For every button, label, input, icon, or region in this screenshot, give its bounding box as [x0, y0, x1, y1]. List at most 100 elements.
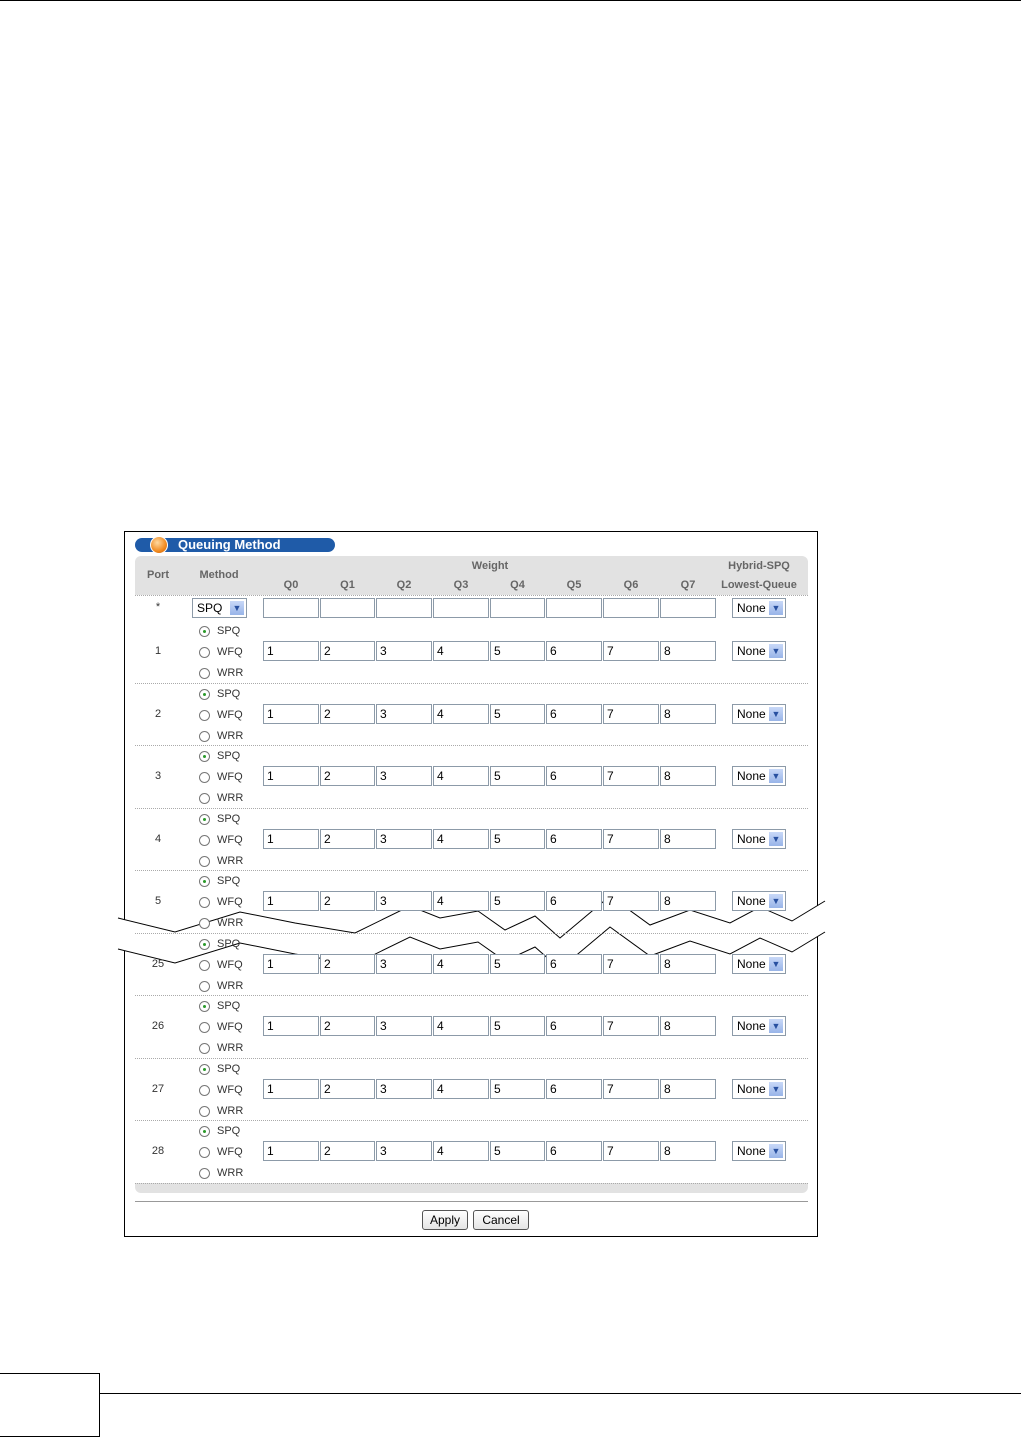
- weight-input-q4[interactable]: 5: [490, 953, 545, 974]
- weight-input-q3[interactable]: 4: [433, 828, 489, 849]
- radio-wrr[interactable]: [199, 1043, 210, 1054]
- weight-input-q5[interactable]: 6: [546, 1016, 602, 1036]
- radio-wrr[interactable]: [199, 793, 210, 804]
- radio-wrr[interactable]: [199, 1105, 210, 1117]
- weight-input-q1[interactable]: 2: [320, 1141, 375, 1161]
- weight-input-q4[interactable]: 5: [490, 1078, 545, 1099]
- radio-spq[interactable]: [199, 751, 210, 762]
- radio-wrr[interactable]: [199, 1168, 210, 1179]
- weight-input-q2[interactable]: 3: [376, 953, 432, 974]
- weight-input-q2[interactable]: 3: [376, 891, 432, 911]
- radio-wfq[interactable]: [199, 959, 210, 971]
- radio-wfq[interactable]: [199, 1147, 210, 1158]
- weight-input-q2[interactable]: 3: [376, 703, 432, 724]
- weight-input-q4[interactable]: 5: [490, 641, 545, 661]
- weight-input-q5[interactable]: 6: [546, 1141, 602, 1161]
- weight-input-all-q1[interactable]: [320, 598, 375, 618]
- weight-input-q1[interactable]: 2: [320, 953, 375, 974]
- weight-input-q7[interactable]: 8: [660, 1078, 716, 1099]
- chevron-down-icon[interactable]: ▼: [769, 894, 783, 908]
- radio-wrr[interactable]: [199, 730, 210, 742]
- weight-input-all-q5[interactable]: [546, 598, 602, 618]
- radio-spq[interactable]: [199, 813, 210, 825]
- lowest-queue-select[interactable]: None ▼: [732, 1141, 786, 1161]
- lowest-queue-select[interactable]: None ▼: [732, 766, 786, 786]
- chevron-down-icon[interactable]: ▼: [769, 601, 783, 615]
- radio-wrr[interactable]: [199, 668, 210, 679]
- weight-input-q2[interactable]: 3: [376, 1016, 432, 1036]
- weight-input-q6[interactable]: 7: [603, 891, 659, 911]
- radio-wfq[interactable]: [199, 897, 210, 908]
- lowest-queue-select[interactable]: None ▼: [732, 828, 786, 849]
- weight-input-q7[interactable]: 8: [660, 703, 716, 724]
- radio-spq[interactable]: [199, 1063, 210, 1075]
- cancel-button[interactable]: Cancel: [473, 1210, 529, 1230]
- apply-button[interactable]: Apply: [422, 1210, 468, 1230]
- weight-input-q0[interactable]: 1: [263, 766, 319, 786]
- radio-wfq[interactable]: [199, 834, 210, 846]
- weight-input-q0[interactable]: 1: [263, 891, 319, 911]
- weight-input-q6[interactable]: 7: [603, 828, 659, 849]
- weight-input-q3[interactable]: 4: [433, 641, 489, 661]
- radio-wfq[interactable]: [199, 1022, 210, 1033]
- weight-input-q6[interactable]: 7: [603, 1016, 659, 1036]
- chevron-down-icon[interactable]: ▼: [769, 706, 783, 721]
- weight-input-q5[interactable]: 6: [546, 828, 602, 849]
- lowest-queue-select[interactable]: None ▼: [732, 641, 786, 661]
- weight-input-q1[interactable]: 2: [320, 1078, 375, 1099]
- radio-wrr[interactable]: [199, 855, 210, 867]
- weight-input-q0[interactable]: 1: [263, 1078, 319, 1099]
- weight-input-q2[interactable]: 3: [376, 1078, 432, 1099]
- weight-input-q3[interactable]: 4: [433, 703, 489, 724]
- chevron-down-icon[interactable]: ▼: [769, 644, 783, 658]
- weight-input-q5[interactable]: 6: [546, 703, 602, 724]
- weight-input-q4[interactable]: 5: [490, 1141, 545, 1161]
- weight-input-q4[interactable]: 5: [490, 1016, 545, 1036]
- radio-spq[interactable]: [199, 1126, 210, 1137]
- weight-input-q5[interactable]: 6: [546, 766, 602, 786]
- weight-input-q3[interactable]: 4: [433, 891, 489, 911]
- radio-wrr[interactable]: [199, 918, 210, 929]
- weight-input-all-q6[interactable]: [603, 598, 659, 618]
- weight-input-all-q2[interactable]: [376, 598, 432, 618]
- weight-input-all-q0[interactable]: [263, 598, 319, 618]
- weight-input-q2[interactable]: 3: [376, 766, 432, 786]
- radio-wfq[interactable]: [199, 709, 210, 721]
- chevron-down-icon[interactable]: ▼: [769, 769, 783, 783]
- chevron-down-icon[interactable]: ▼: [769, 1144, 783, 1158]
- weight-input-q6[interactable]: 7: [603, 953, 659, 974]
- weight-input-q2[interactable]: 3: [376, 1141, 432, 1161]
- chevron-down-icon[interactable]: ▼: [230, 601, 244, 615]
- weight-input-q5[interactable]: 6: [546, 1078, 602, 1099]
- weight-input-q5[interactable]: 6: [546, 953, 602, 974]
- weight-input-q0[interactable]: 1: [263, 953, 319, 974]
- weight-input-q1[interactable]: 2: [320, 1016, 375, 1036]
- weight-input-q0[interactable]: 1: [263, 1141, 319, 1161]
- radio-wfq[interactable]: [199, 647, 210, 658]
- weight-input-q6[interactable]: 7: [603, 641, 659, 661]
- weight-input-q3[interactable]: 4: [433, 1078, 489, 1099]
- chevron-down-icon[interactable]: ▼: [769, 956, 783, 971]
- weight-input-q7[interactable]: 8: [660, 953, 716, 974]
- weight-input-q1[interactable]: 2: [320, 703, 375, 724]
- weight-input-q7[interactable]: 8: [660, 828, 716, 849]
- weight-input-q1[interactable]: 2: [320, 828, 375, 849]
- weight-input-q2[interactable]: 3: [376, 641, 432, 661]
- chevron-down-icon[interactable]: ▼: [769, 1019, 783, 1033]
- weight-input-q6[interactable]: 7: [603, 766, 659, 786]
- weight-input-q0[interactable]: 1: [263, 641, 319, 661]
- weight-input-q7[interactable]: 8: [660, 641, 716, 661]
- weight-input-q6[interactable]: 7: [603, 1141, 659, 1161]
- lowest-queue-select[interactable]: None ▼: [732, 1078, 786, 1099]
- weight-input-q1[interactable]: 2: [320, 766, 375, 786]
- radio-wrr[interactable]: [199, 980, 210, 992]
- lowest-queue-select[interactable]: None ▼: [732, 703, 786, 724]
- weight-input-q3[interactable]: 4: [433, 1016, 489, 1036]
- weight-input-q4[interactable]: 5: [490, 703, 545, 724]
- weight-input-q0[interactable]: 1: [263, 1016, 319, 1036]
- weight-input-all-q7[interactable]: [660, 598, 716, 618]
- radio-wfq[interactable]: [199, 1084, 210, 1096]
- radio-spq[interactable]: [199, 938, 210, 950]
- lowest-queue-select[interactable]: None ▼: [732, 953, 786, 974]
- chevron-down-icon[interactable]: ▼: [769, 1081, 783, 1096]
